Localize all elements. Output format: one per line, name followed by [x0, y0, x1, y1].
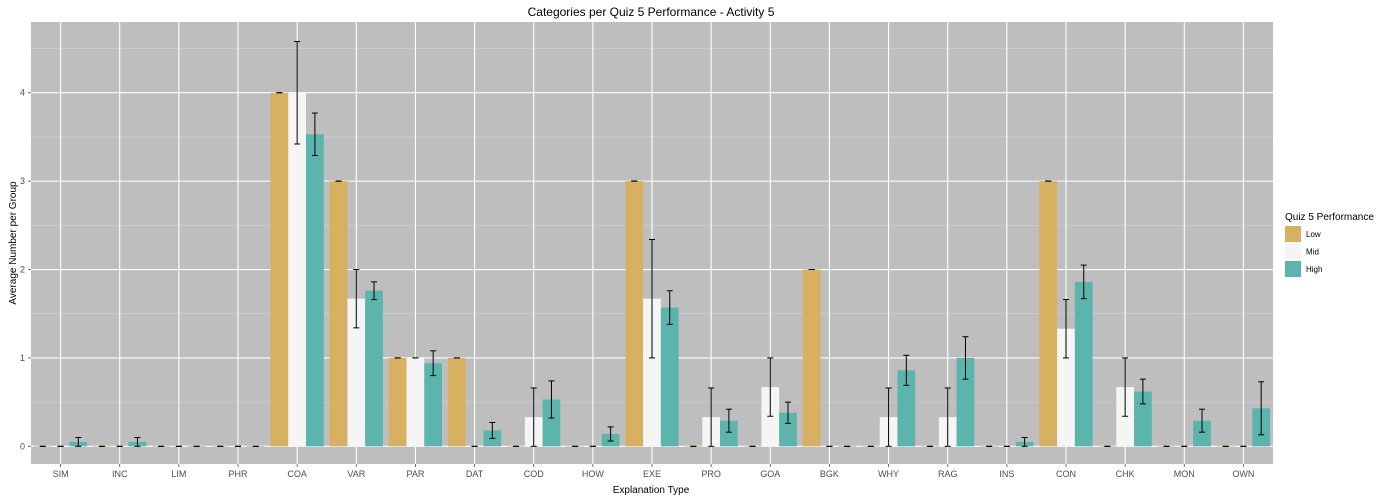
x-tick-label-var: VAR [347, 469, 365, 479]
errorbar-mid-goa [767, 357, 774, 417]
x-tick-label-lim: LIM [171, 469, 186, 479]
x-tick-label-chk: CHK [1116, 469, 1135, 479]
errorbar-mid-exe [649, 238, 655, 359]
errorbar-high-goa [785, 401, 792, 424]
x-tick-label-goa: GOA [760, 469, 780, 479]
y-tick-label: 4 [20, 88, 25, 98]
legend-label-mid: Mid [1306, 248, 1319, 257]
bar-mid-con [1057, 328, 1075, 447]
y-axis-ticks: 0 1 2 3 4 [20, 88, 31, 451]
errorbar-mid-var [353, 269, 360, 329]
bar-high-var [365, 290, 383, 447]
legend: Quiz 5 Performance Low Mid High [1285, 212, 1374, 277]
legend-label-low: Low [1306, 230, 1321, 239]
errorbar-high-why [903, 354, 910, 386]
bar-high-con [1074, 281, 1093, 447]
legend-label-high: High [1306, 265, 1322, 274]
x-tick-label-coa: COA [287, 469, 307, 479]
errorbar-high-dat [489, 421, 496, 439]
bar-mid-exe [643, 298, 661, 447]
bar-high-why [897, 370, 916, 447]
bar-low-dat [447, 357, 466, 447]
errorbar-mid-coa [294, 40, 301, 145]
errorbar-high-var [371, 281, 378, 301]
x-tick-label-cod: COD [524, 469, 545, 479]
x-tick-label-how: HOW [582, 469, 605, 479]
bar-low-exe [625, 181, 644, 447]
errorbar-high-par [430, 350, 437, 377]
bar-low-bgk [802, 269, 821, 447]
bar-high-coa [306, 134, 324, 447]
error-bars [39, 40, 1265, 447]
bar-low-par [388, 357, 407, 447]
bar-high-goa [779, 412, 797, 447]
bar-low-var [329, 181, 348, 447]
bar-high-par [424, 363, 443, 447]
x-tick-label-why: WHY [878, 469, 899, 479]
y-axis-title: Average Number per Group [8, 181, 19, 305]
chart-title: Categories per Quiz 5 Performance - Acti… [528, 5, 775, 19]
legend-key-mid [1285, 243, 1301, 260]
bar-high-rag [956, 357, 975, 447]
errorbar-mid-con [1063, 299, 1069, 359]
legend-items: Low Mid High [1285, 226, 1322, 277]
bar-high-chk [1134, 391, 1152, 447]
errorbar-high-rag [962, 336, 969, 380]
legend-key-high [1285, 261, 1301, 277]
x-tick-label-exe: EXE [643, 469, 661, 479]
errorbar-mid-pro [708, 387, 715, 447]
bar-mid-par [406, 357, 425, 447]
bar-mid-var [347, 298, 366, 447]
errorbar-mid-chk [1122, 357, 1129, 417]
bars [33, 92, 1271, 447]
grid-lines [31, 22, 1273, 464]
x-tick-label-dat: DAT [466, 469, 484, 479]
errorbar-high-chk [1139, 378, 1146, 405]
legend-title: Quiz 5 Performance [1285, 212, 1374, 223]
y-tick-label: 3 [20, 176, 25, 186]
errorbar-high-coa [311, 112, 318, 156]
bar-high-pro [720, 420, 738, 447]
x-axis-ticks: SIM INC LIM PHR COA VAR PAR DAT COD HOW EXE PRO GOA B… [53, 464, 1254, 479]
y-tick-label: 1 [20, 353, 25, 363]
x-tick-label-mon: MON [1174, 469, 1195, 479]
x-tick-label-par: PAR [407, 469, 425, 479]
x-tick-label-phr: PHR [228, 469, 248, 479]
errorbar-high-pro [725, 408, 732, 433]
x-tick-label-sim: SIM [53, 469, 69, 479]
y-tick-label: 2 [20, 265, 25, 275]
bar-high-exe [660, 307, 679, 447]
errorbar-mid-rag [944, 387, 951, 447]
errorbar-high-ins [1021, 436, 1028, 447]
bar-mid-coa [288, 92, 307, 447]
bar-high-mon [1193, 420, 1211, 447]
x-tick-label-con: CON [1056, 469, 1076, 479]
errorbar-high-mon [1199, 408, 1206, 433]
bar-high-cod [542, 399, 561, 447]
y-tick-label: 0 [20, 441, 25, 451]
errorbar-high-con [1080, 264, 1087, 300]
x-tick-label-pro: PRO [701, 469, 721, 479]
x-tick-label-rag: RAG [938, 469, 958, 479]
bar-low-con [1039, 181, 1058, 447]
errorbar-high-own [1258, 381, 1265, 436]
errorbar-high-how [607, 426, 614, 442]
x-tick-label-ins: INS [999, 469, 1014, 479]
errorbar-high-sim [75, 436, 82, 447]
errorbar-mid-why [885, 387, 892, 447]
x-tick-label-inc: INC [112, 469, 128, 479]
errorbar-mid-cod [530, 387, 537, 447]
x-axis-title: Explanation Type [613, 485, 690, 496]
errorbar-high-cod [548, 380, 555, 419]
bar-low-coa [270, 92, 289, 447]
errorbar-high-inc [134, 436, 141, 447]
errorbar-high-exe [666, 290, 673, 325]
x-tick-label-own: OWN [1232, 469, 1254, 479]
legend-key-low [1285, 226, 1301, 242]
x-tick-label-bgk: BGK [820, 469, 839, 479]
